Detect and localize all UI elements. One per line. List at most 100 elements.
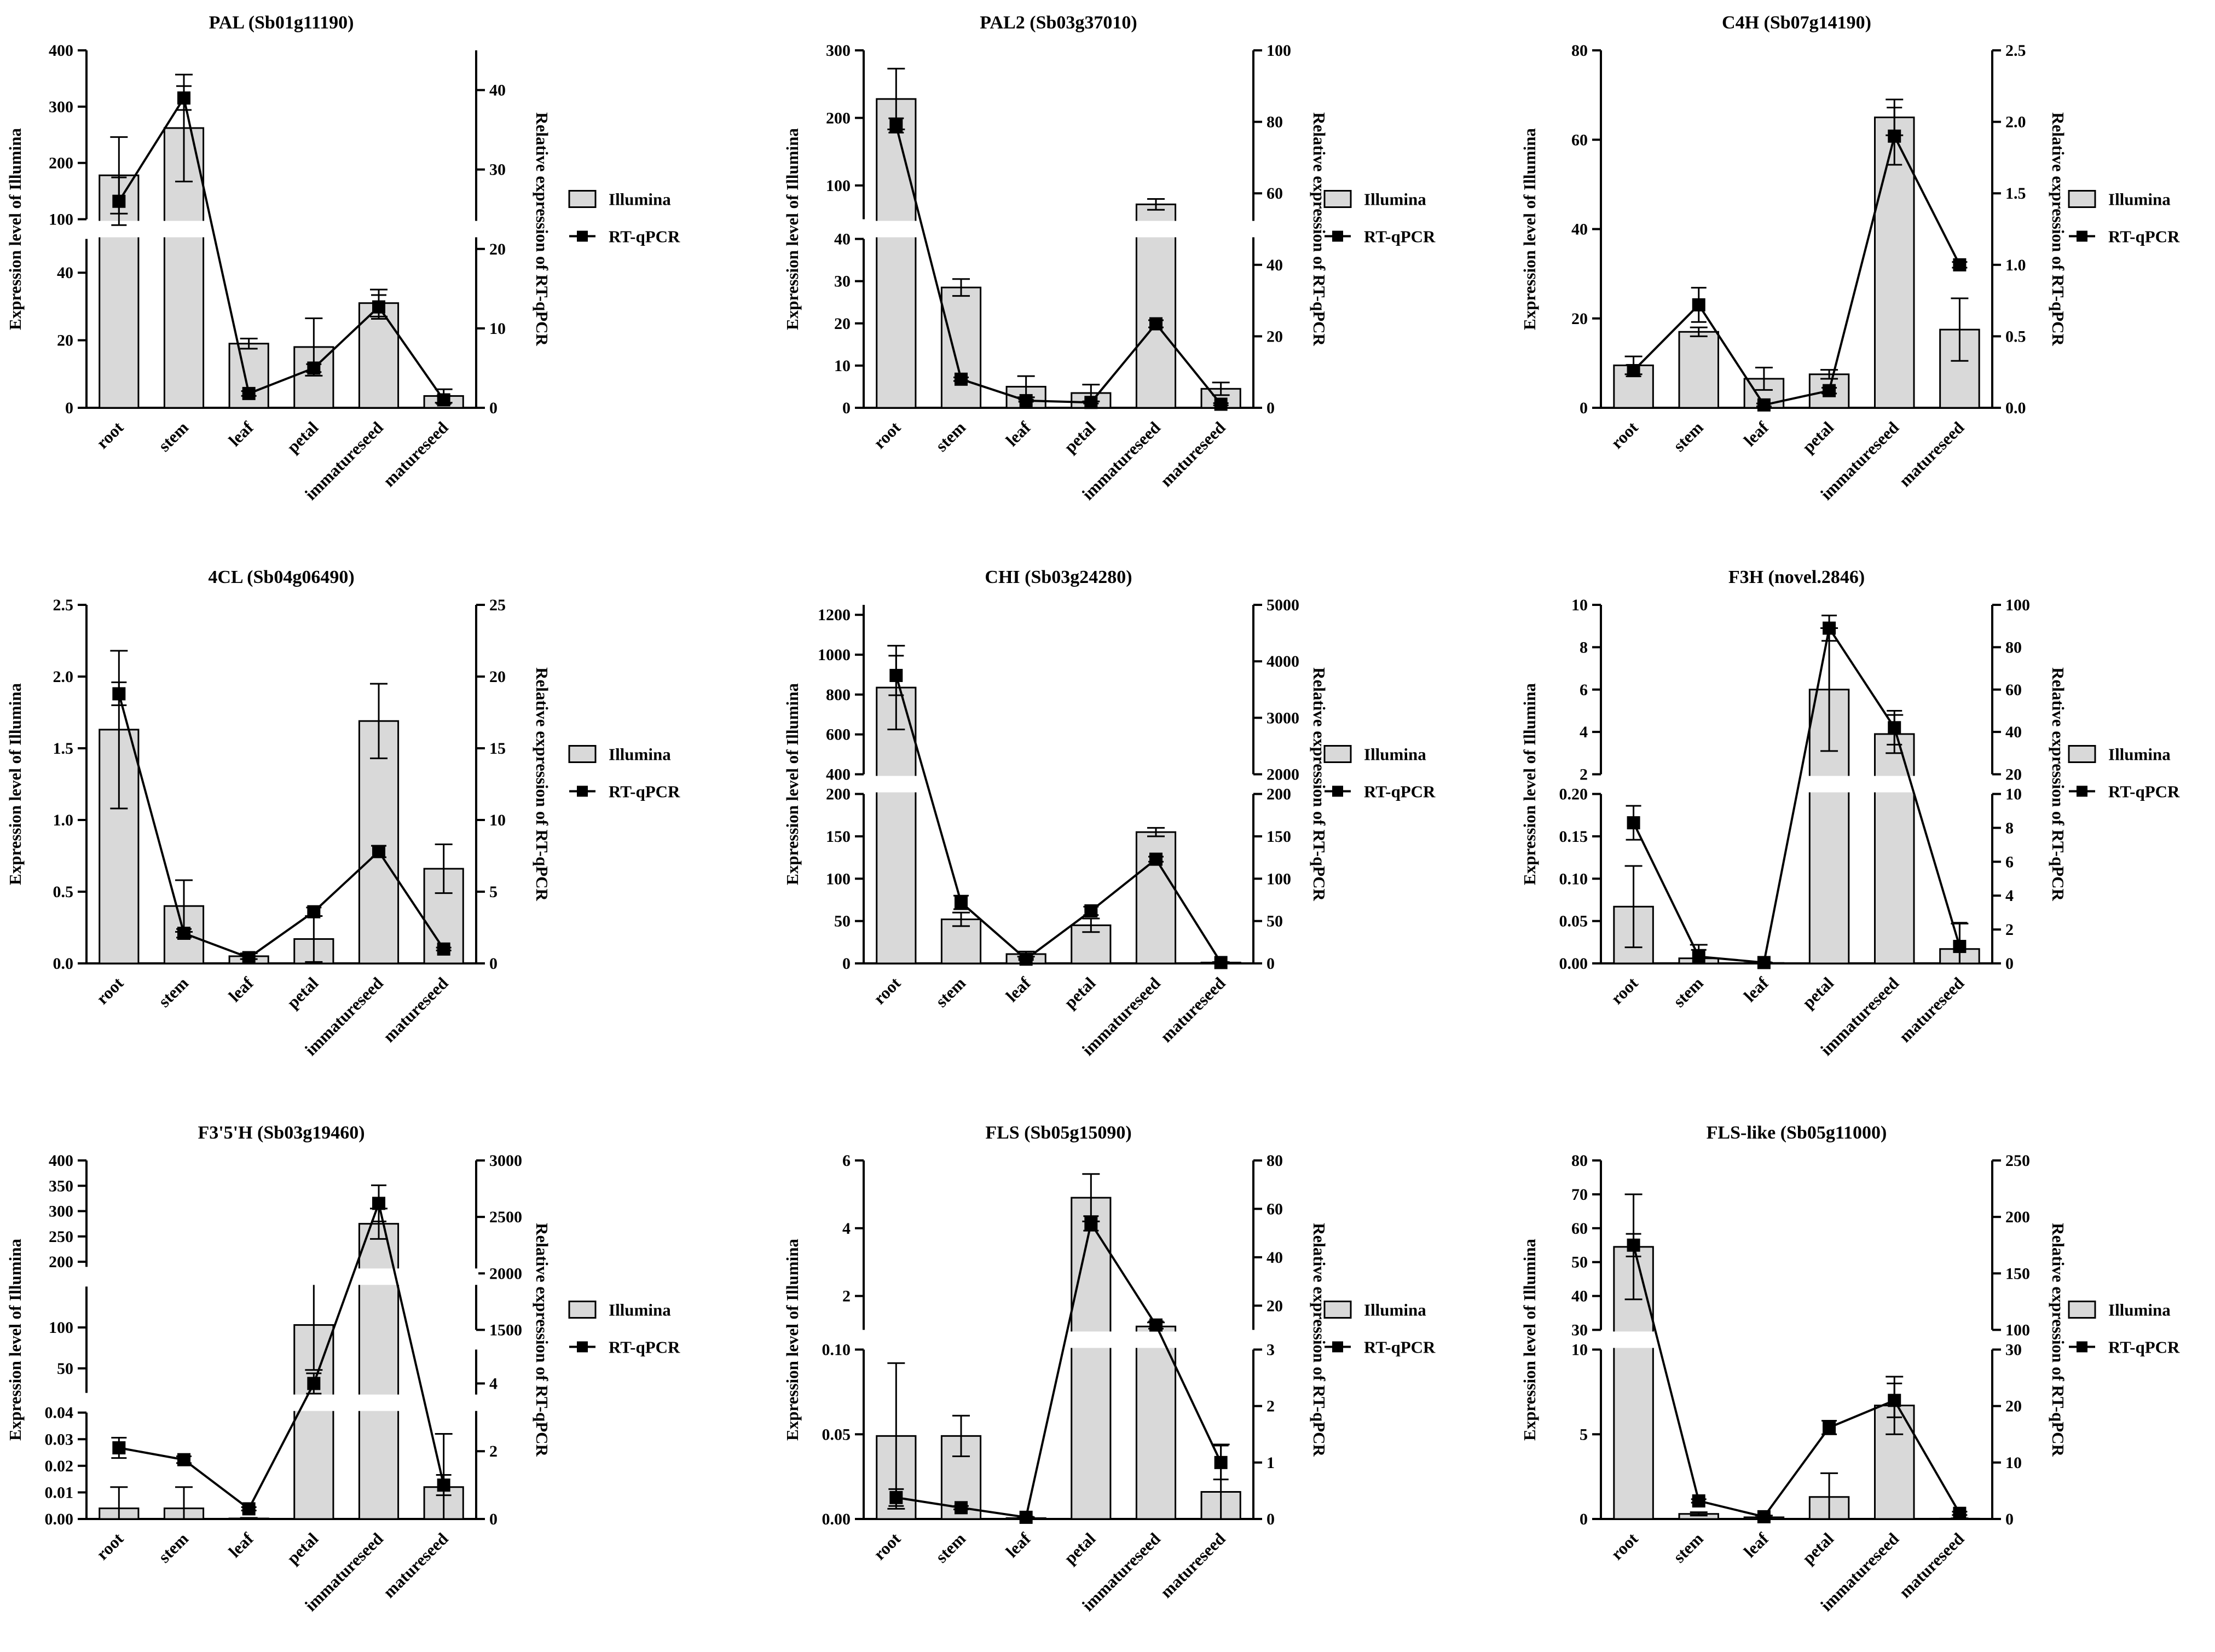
chart-title: F3H (novel.2846)	[1728, 567, 1865, 587]
chart-panel: PAL (Sb01g11190) 0 20 40 100 200 300 400 0 10 20 30…	[5, 13, 680, 504]
tick-label: 20	[489, 668, 506, 686]
tick-label: 10	[489, 811, 506, 829]
tick-label: 50	[57, 1360, 73, 1378]
axis-break-gap	[861, 1331, 1256, 1348]
tick-label: 8	[2005, 819, 2014, 837]
line-point	[1823, 621, 1836, 635]
chart-panel: PAL2 (Sb03g37010) 0 10 20 30 40 100 200 300 0 20 40…	[783, 13, 1436, 504]
y-axis-title: Expression level of Illumina	[1520, 128, 1539, 330]
y2-axis-title: Relative expression of RT-qPCR	[533, 112, 552, 346]
category-label: root	[1607, 973, 1642, 1008]
tick-label: 50	[1571, 1254, 1588, 1272]
category-label: root	[1607, 1529, 1642, 1564]
line-point	[955, 372, 968, 386]
tick-label: 200	[826, 109, 851, 127]
chart-title: PAL (Sb01g11190)	[209, 13, 354, 33]
line-point	[1692, 298, 1705, 311]
line-point	[1888, 129, 1901, 143]
tick-label: 4	[842, 1220, 851, 1238]
tick-label: 20	[2005, 766, 2022, 784]
line-series	[895, 675, 1222, 963]
tick-label: 10	[1571, 596, 1588, 614]
y-axis-title: Expression level of Illumina	[5, 1239, 25, 1441]
line-series	[1633, 133, 1961, 407]
chart-title: PAL2 (Sb03g37010)	[980, 13, 1137, 33]
tick-label: 5	[1580, 1425, 1588, 1443]
tick-label: 100	[49, 1319, 73, 1337]
line-point	[1084, 396, 1098, 409]
axis-break-gap	[861, 221, 1256, 238]
line-point	[1888, 1394, 1901, 1407]
bar	[358, 1223, 400, 1520]
legend-bar-swatch	[568, 745, 597, 763]
line-point	[372, 300, 385, 314]
axis-break-gap	[861, 776, 1256, 793]
tick-label: 0.5	[53, 883, 74, 901]
tick-label: 150	[826, 828, 851, 846]
line-point	[1084, 904, 1098, 918]
tick-label: 400	[49, 42, 73, 60]
line-point	[1757, 956, 1771, 969]
bar	[876, 98, 917, 409]
tick-label: 0.00	[45, 1510, 74, 1528]
tick-label: 10	[2005, 1454, 2022, 1472]
category-label: matureseed	[1156, 1529, 1229, 1602]
tick-label: 0	[1580, 1510, 1588, 1528]
bar	[1874, 733, 1915, 964]
category-label: leaf	[225, 1529, 257, 1561]
category-label: petal	[283, 418, 322, 457]
line-point	[242, 386, 256, 400]
tick-label: 40	[1266, 256, 1283, 274]
line-point	[177, 1453, 190, 1466]
line-point	[1627, 816, 1640, 830]
line-point	[1214, 397, 1228, 411]
category-label: root	[870, 418, 905, 453]
tick-label: 60	[1266, 1200, 1283, 1218]
tick-label: 200	[826, 785, 851, 804]
tick-label: 4	[1580, 723, 1588, 741]
axis-break-gap	[84, 1268, 478, 1285]
tick-label: 250	[49, 1228, 73, 1246]
legend-bar-swatch	[2068, 745, 2096, 763]
category-label: root	[870, 1529, 905, 1564]
tick-label: 20	[57, 332, 73, 350]
legend-line-label: RT-qPCR	[609, 1338, 680, 1357]
tick-label: 0.5	[2005, 327, 2026, 345]
line-point	[112, 1441, 126, 1455]
y-axis-title: Expression level of Illumina	[5, 683, 25, 885]
y-axis-title: Expression level of Illumina	[1520, 1239, 1539, 1441]
chart-title: FLS (Sb05g15090)	[985, 1123, 1131, 1143]
tick-label: 250	[2005, 1152, 2030, 1170]
tick-label: 350	[49, 1177, 73, 1195]
tick-label: 20	[2005, 1397, 2022, 1416]
category-label: petal	[1798, 1529, 1837, 1568]
tick-label: 2.5	[2005, 42, 2026, 60]
category-label: stem	[1669, 973, 1707, 1011]
legend-bar-label: Illumina	[1364, 745, 1426, 764]
tick-label: 6	[842, 1152, 851, 1170]
tick-label: 20	[489, 240, 506, 258]
line-point	[1019, 1510, 1033, 1524]
tick-label: 100	[2005, 596, 2030, 614]
tick-label: 2.0	[2005, 113, 2026, 131]
chart-title: C4H (Sb07g14190)	[1722, 13, 1871, 33]
legend-bar-swatch	[1323, 745, 1352, 763]
tick-label: 5000	[1266, 596, 1299, 614]
tick-label: 2	[1580, 766, 1588, 784]
tick-label: 30	[489, 161, 506, 179]
line-series	[1632, 625, 1961, 964]
line-point	[1757, 1510, 1771, 1523]
tick-label: 40	[489, 82, 506, 100]
tick-label: 0	[65, 399, 73, 417]
tick-label: 60	[2005, 681, 2022, 699]
tick-label: 80	[1266, 113, 1283, 131]
category-label: stem	[154, 1529, 192, 1567]
category-label: root	[92, 418, 128, 453]
y-axis-title: Expression level of Illumina	[783, 128, 802, 330]
category-label: root	[92, 973, 128, 1008]
tick-label: 25	[489, 596, 506, 614]
tick-label: 400	[826, 766, 851, 784]
tick-label: 1.0	[53, 811, 74, 829]
y2-axis-title: Relative expression of RT-qPCR	[1310, 1223, 1329, 1457]
y-axis-title: Expression level of Illumina	[5, 128, 25, 330]
